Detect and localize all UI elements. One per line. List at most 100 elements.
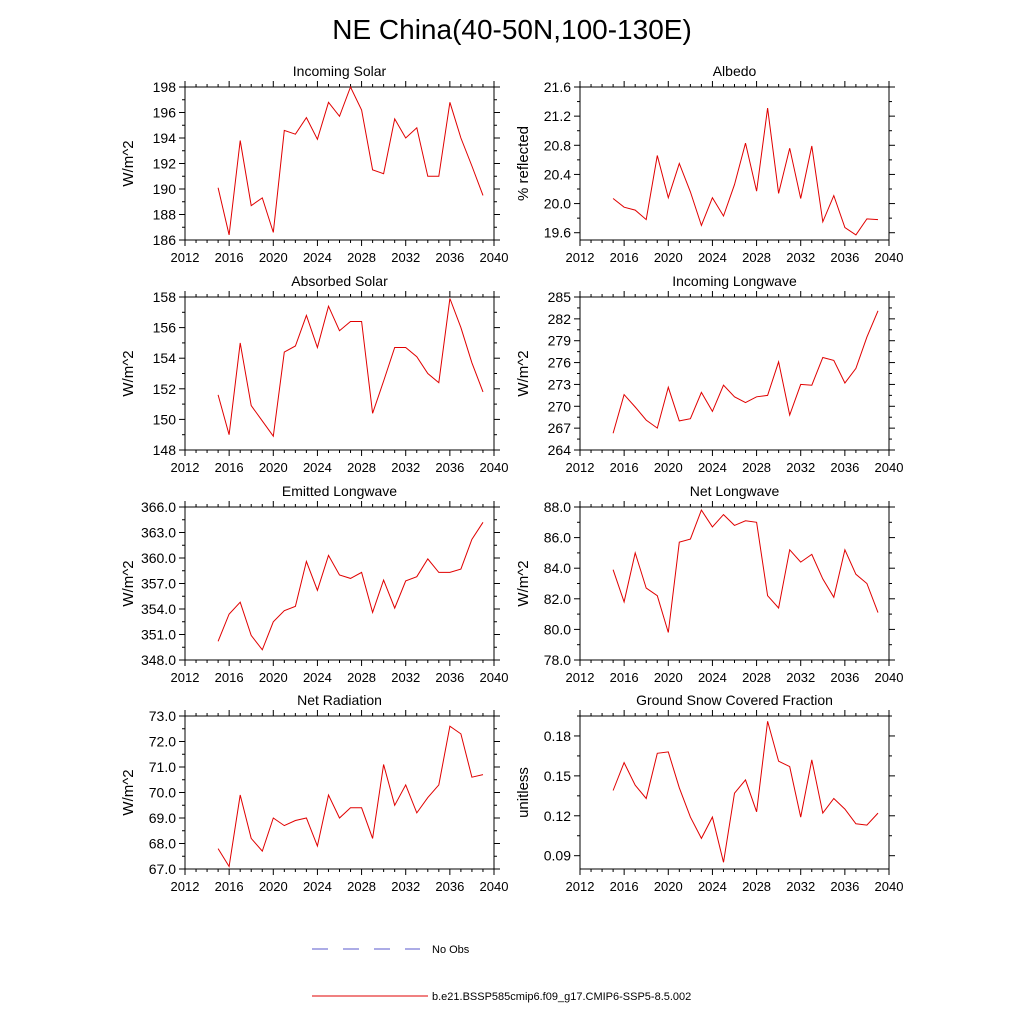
x-tick-label: 2012 bbox=[171, 670, 200, 685]
y-tick-label: 198 bbox=[153, 79, 177, 95]
legend-label-model: b.e21.BSSP585cmip6.f09_g17.CMIP6-SSP5-8.… bbox=[432, 991, 691, 1003]
x-tick-label: 2020 bbox=[259, 460, 288, 475]
y-tick-label: 0.12 bbox=[544, 808, 571, 824]
y-tick-label: 276 bbox=[548, 355, 572, 371]
panel-title: Net Radiation bbox=[297, 692, 382, 708]
x-tick-label: 2028 bbox=[742, 879, 771, 894]
y-axis-label: W/m^2 bbox=[515, 350, 532, 396]
y-tick-label: 360.0 bbox=[141, 550, 176, 566]
x-tick-label: 2028 bbox=[742, 460, 771, 475]
x-tick-label: 2024 bbox=[698, 250, 727, 265]
x-tick-label: 2012 bbox=[566, 670, 595, 685]
panel-5: 2012 2016 2020 2024 2028 2032 2036 2040 78.0 80.0… bbox=[515, 483, 903, 685]
x-tick-label: 2032 bbox=[391, 250, 420, 265]
y-tick-label: 71.0 bbox=[149, 759, 176, 775]
y-tick-label: 357.0 bbox=[141, 576, 176, 592]
x-tick-label: 2028 bbox=[347, 670, 376, 685]
legend-label-no-obs: No Obs bbox=[432, 944, 470, 956]
y-axis-label: W/m^2 bbox=[120, 140, 137, 186]
y-axis-label: W/m^2 bbox=[515, 560, 532, 606]
panel-frame bbox=[579, 296, 890, 451]
x-tick-label: 2020 bbox=[654, 879, 683, 894]
y-tick-label: 68.0 bbox=[149, 836, 176, 852]
y-tick-label: 267 bbox=[548, 420, 572, 436]
panel-7: 2012 2016 2020 2024 2028 2032 2036 2040 0.09 0.12… bbox=[515, 692, 903, 894]
x-tick-label: 2032 bbox=[391, 670, 420, 685]
x-tick-label: 2020 bbox=[654, 250, 683, 265]
x-tick-label: 2036 bbox=[435, 250, 464, 265]
panel-frame bbox=[184, 506, 495, 661]
x-tick-label: 2032 bbox=[786, 879, 815, 894]
y-tick-label: 196 bbox=[153, 105, 177, 121]
panel-frame bbox=[184, 296, 495, 451]
x-tick-label: 2036 bbox=[830, 670, 859, 685]
y-tick-label: 273 bbox=[548, 376, 572, 392]
x-tick-label: 2016 bbox=[610, 250, 639, 265]
y-axis-label: W/m^2 bbox=[120, 769, 137, 815]
x-tick-label: 2032 bbox=[786, 460, 815, 475]
x-tick-label: 2032 bbox=[391, 460, 420, 475]
x-tick-label: 2028 bbox=[742, 250, 771, 265]
y-axis-label: W/m^2 bbox=[120, 350, 137, 396]
y-tick-label: 0.15 bbox=[544, 768, 571, 784]
x-tick-label: 2024 bbox=[303, 250, 332, 265]
y-tick-label: 21.6 bbox=[544, 79, 571, 95]
y-tick-label: 20.4 bbox=[544, 166, 571, 182]
y-axis-label: W/m^2 bbox=[120, 560, 137, 606]
x-tick-label: 2020 bbox=[654, 670, 683, 685]
x-tick-label: 2012 bbox=[171, 250, 200, 265]
x-tick-label: 2040 bbox=[875, 250, 904, 265]
y-tick-label: 194 bbox=[153, 130, 177, 146]
y-tick-label: 20.8 bbox=[544, 137, 571, 153]
y-tick-label: 148 bbox=[153, 442, 177, 458]
x-tick-label: 2036 bbox=[435, 670, 464, 685]
y-axis-label: unitless bbox=[515, 767, 532, 818]
y-tick-label: 72.0 bbox=[149, 734, 176, 750]
x-tick-label: 2016 bbox=[610, 670, 639, 685]
y-tick-label: 270 bbox=[548, 398, 572, 414]
x-tick-label: 2012 bbox=[171, 879, 200, 894]
x-tick-label: 2036 bbox=[435, 879, 464, 894]
x-tick-label: 2040 bbox=[875, 460, 904, 475]
series-line-0 bbox=[217, 522, 484, 651]
panel-2: 2012 2016 2020 2024 2028 2032 2036 2040 148 150 15… bbox=[120, 273, 508, 475]
panel-1: 2012 2016 2020 2024 2028 2032 2036 2040 19.6 20.0… bbox=[515, 63, 903, 265]
x-tick-label: 2016 bbox=[215, 670, 244, 685]
y-tick-label: 150 bbox=[153, 411, 177, 427]
x-tick-label: 2032 bbox=[391, 879, 420, 894]
x-tick-label: 2028 bbox=[742, 670, 771, 685]
series-line-0 bbox=[612, 108, 879, 236]
y-tick-label: 84.0 bbox=[544, 560, 571, 576]
panel-title: Albedo bbox=[713, 63, 757, 79]
y-tick-label: 282 bbox=[548, 311, 572, 327]
series-line-0 bbox=[217, 725, 484, 868]
figure-title: NE China(40-50N,100-130E) bbox=[332, 14, 692, 45]
panel-0: 2012 2016 2020 2024 2028 2032 2036 2040 186 188 19… bbox=[120, 63, 508, 265]
y-tick-label: 20.0 bbox=[544, 196, 571, 212]
series-line-0 bbox=[612, 721, 879, 863]
x-tick-label: 2040 bbox=[875, 670, 904, 685]
panel-title: Incoming Solar bbox=[293, 63, 387, 79]
x-tick-label: 2016 bbox=[610, 879, 639, 894]
series-line-0 bbox=[612, 509, 879, 633]
x-tick-label: 2024 bbox=[698, 460, 727, 475]
x-tick-label: 2040 bbox=[480, 250, 509, 265]
y-tick-label: 279 bbox=[548, 333, 572, 349]
y-tick-label: 363.0 bbox=[141, 525, 176, 541]
y-tick-label: 0.09 bbox=[544, 848, 571, 864]
x-tick-label: 2036 bbox=[830, 879, 859, 894]
x-tick-label: 2016 bbox=[610, 460, 639, 475]
x-tick-label: 2012 bbox=[566, 879, 595, 894]
x-tick-label: 2032 bbox=[786, 250, 815, 265]
x-tick-label: 2036 bbox=[435, 460, 464, 475]
y-tick-label: 88.0 bbox=[544, 499, 571, 515]
panel-6: 2012 2016 2020 2024 2028 2032 2036 2040 67.0 68.0… bbox=[120, 692, 508, 894]
x-tick-label: 2012 bbox=[171, 460, 200, 475]
x-tick-label: 2036 bbox=[830, 460, 859, 475]
y-tick-label: 80.0 bbox=[544, 621, 571, 637]
y-tick-label: 158 bbox=[153, 289, 177, 305]
panel-title: Emitted Longwave bbox=[282, 483, 397, 499]
y-tick-label: 264 bbox=[548, 442, 572, 458]
y-tick-label: 69.0 bbox=[149, 810, 176, 826]
